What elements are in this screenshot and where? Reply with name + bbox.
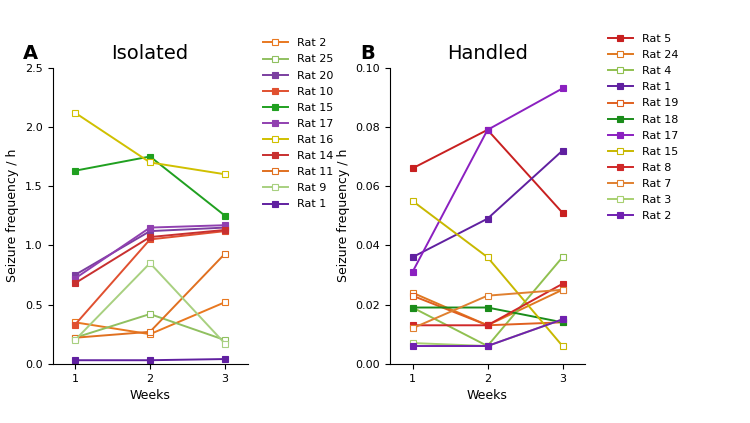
Title: Handled: Handled	[447, 44, 528, 63]
Y-axis label: Seizure frequency / h: Seizure frequency / h	[7, 149, 20, 283]
X-axis label: Weeks: Weeks	[130, 389, 170, 402]
X-axis label: Weeks: Weeks	[467, 389, 508, 402]
Title: Isolated: Isolated	[112, 44, 188, 63]
Text: B: B	[360, 44, 375, 63]
Y-axis label: Seizure frequency / h: Seizure frequency / h	[337, 149, 350, 283]
Legend: Rat 2, Rat 25, Rat 20, Rat 10, Rat 15, Rat 17, Rat 16, Rat 14, Rat 11, Rat 9, Ra: Rat 2, Rat 25, Rat 20, Rat 10, Rat 15, R…	[259, 34, 338, 214]
Legend: Rat 5, Rat 24, Rat 4, Rat 1, Rat 19, Rat 18, Rat 17, Rat 15, Rat 8, Rat 7, Rat 3: Rat 5, Rat 24, Rat 4, Rat 1, Rat 19, Rat…	[604, 30, 682, 226]
Text: A: A	[22, 44, 38, 63]
